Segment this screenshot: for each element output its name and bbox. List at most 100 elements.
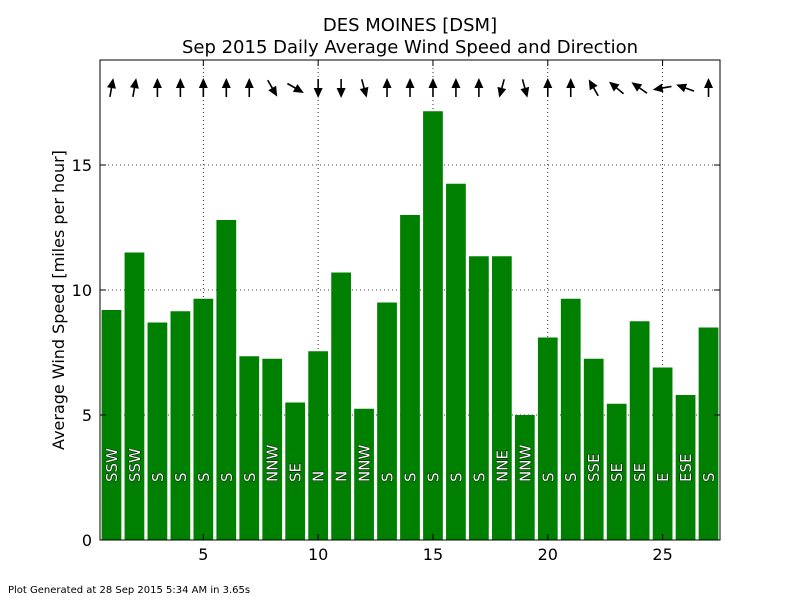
bar [308,351,329,540]
bar [491,256,512,540]
direction-arrow [107,78,116,98]
y-tick-label: 0 [82,531,92,550]
bar [262,358,283,540]
bar [446,183,466,540]
direction-arrow [520,79,530,98]
bar [239,356,260,540]
direction-label: S [218,472,236,482]
direction-arrow [382,78,392,97]
direction-arrow [198,78,208,97]
direction-label: N [333,471,351,482]
direction-arrow [267,79,278,97]
bar [354,408,374,540]
direction-arrow [543,78,553,97]
direction-arrow [130,78,139,98]
direction-label: S [149,472,167,482]
bar [377,302,397,540]
direction-arrow [221,78,231,97]
direction-label: S [195,472,213,482]
x-tick-label: 5 [198,545,208,564]
bar [698,327,719,540]
chart-title: DES MOINES [DSM] [323,15,497,36]
bar [400,215,420,540]
direction-label: S [379,472,397,482]
direction-arrow [175,78,185,97]
chart-subtitle: Sep 2015 Daily Average Wind Speed and Di… [182,37,638,58]
direction-arrow [313,79,323,98]
bar [675,395,696,540]
direction-label: N [310,471,328,482]
bar [469,256,489,540]
direction-arrow [631,82,648,94]
direction-arrow [336,79,346,98]
direction-label: ESE [677,454,695,482]
direction-label: SE [608,463,626,482]
direction-label: SSE [585,453,603,482]
direction-arrow [704,78,714,97]
direction-arrow [566,78,576,97]
direction-label: S [172,472,190,482]
y-tick-label: 15 [72,156,92,175]
direction-arrow [428,78,438,97]
y-axis-label: Average Wind Speed [miles per hour] [49,150,68,450]
direction-arrow [497,79,507,98]
direction-label: SE [631,463,649,482]
direction-label: S [539,472,557,482]
direction-label: S [700,472,718,482]
bar [170,311,191,540]
bar [423,111,443,540]
bars-group [101,111,719,540]
y-tick-label: 5 [82,406,92,425]
direction-label: S [470,472,488,482]
direction-label: NNW [264,445,282,482]
direction-arrow [286,82,304,93]
plot-frame [99,59,721,541]
x-tick-label: 10 [308,545,328,564]
bar [193,298,214,540]
direction-arrow [359,79,369,98]
direction-arrow [451,78,461,97]
bar [560,298,581,540]
bar [101,310,122,540]
bar [331,272,351,540]
direction-arrow [244,78,254,97]
x-tick-label: 20 [538,545,558,564]
direction-label: SE [287,463,305,482]
bar [652,367,673,540]
bar [514,415,535,540]
bar [629,321,650,540]
direction-label: S [241,472,259,482]
bar [537,337,558,540]
direction-arrow [152,78,162,97]
x-tick-label: 25 [652,545,672,564]
x-tick-label: 15 [423,545,443,564]
direction-arrow [609,81,625,95]
direction-label: SSW [103,448,121,482]
direction-label: S [447,472,465,482]
direction-arrows-group [107,78,714,98]
direction-labels-group: SSW SSW S S S S S NNW SE N N NNW S S S S S NNE NNW S S SSE SE S… [103,444,719,482]
direction-label: S [424,472,442,482]
footer-text: Plot Generated at 28 Sep 2015 5:34 AM in… [8,585,251,596]
bar [583,358,604,540]
direction-label: S [562,472,580,482]
bar [216,220,237,540]
direction-label: NNW [516,445,534,482]
bar [606,403,627,540]
direction-arrow [676,83,695,93]
direction-label: S [402,472,420,482]
bar [124,252,145,540]
direction-label: SSW [126,448,144,482]
direction-arrow [588,79,599,97]
axis-ticks: 5 10 15 20 25 0 5 10 15 [72,60,720,564]
bar [285,402,306,540]
direction-label: E [654,473,672,482]
direction-arrow [474,78,484,97]
bar [147,322,168,540]
direction-label: NNW [356,445,374,482]
direction-label: NNE [493,450,511,482]
direction-arrow [652,83,672,93]
direction-arrow [405,78,415,97]
y-tick-label: 10 [72,281,92,300]
